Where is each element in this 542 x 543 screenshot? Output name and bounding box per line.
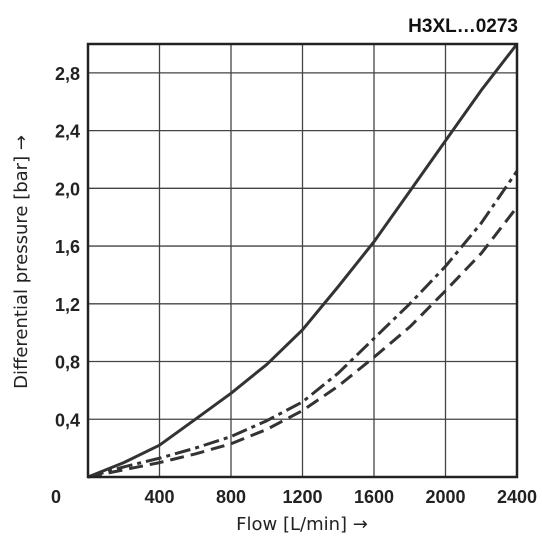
y-tick-label: 1,6	[55, 237, 80, 257]
y-tick-label: 0,8	[55, 353, 80, 373]
y-axis-label: Differential pressure [bar] →	[11, 135, 32, 389]
series-line-dashed	[87, 206, 519, 479]
x-tick-label: 2400	[497, 487, 537, 507]
y-tick-label: 1,2	[55, 295, 80, 315]
x-tick-label: 1600	[354, 487, 394, 507]
x-tick-label: 2000	[425, 487, 465, 507]
x-tick-label: 800	[216, 487, 246, 507]
grid	[88, 44, 517, 477]
chart-title: H3XL…0273	[408, 16, 518, 37]
series-lines	[87, 43, 519, 479]
x-tick-label: 400	[144, 487, 174, 507]
x-tick-labels: 0 400 800 1200 1600 2000 2400	[51, 487, 537, 507]
x-tick-label: 1200	[282, 487, 322, 507]
x-axis-label: Flow [L/min] →	[236, 514, 368, 535]
x-tick-label: 0	[51, 487, 61, 507]
plot-frame	[86, 42, 519, 479]
y-tick-labels: 0,4 0,8 1,2 1,6 2,0 2,4 2,8	[55, 64, 80, 430]
y-tick-label: 2,8	[55, 64, 80, 84]
series-line-solid	[87, 43, 519, 479]
y-tick-label: 0,4	[55, 410, 80, 430]
y-tick-label: 2,0	[55, 179, 80, 199]
y-tick-label: 2,4	[55, 122, 80, 142]
series-line-dashdot	[87, 170, 519, 479]
